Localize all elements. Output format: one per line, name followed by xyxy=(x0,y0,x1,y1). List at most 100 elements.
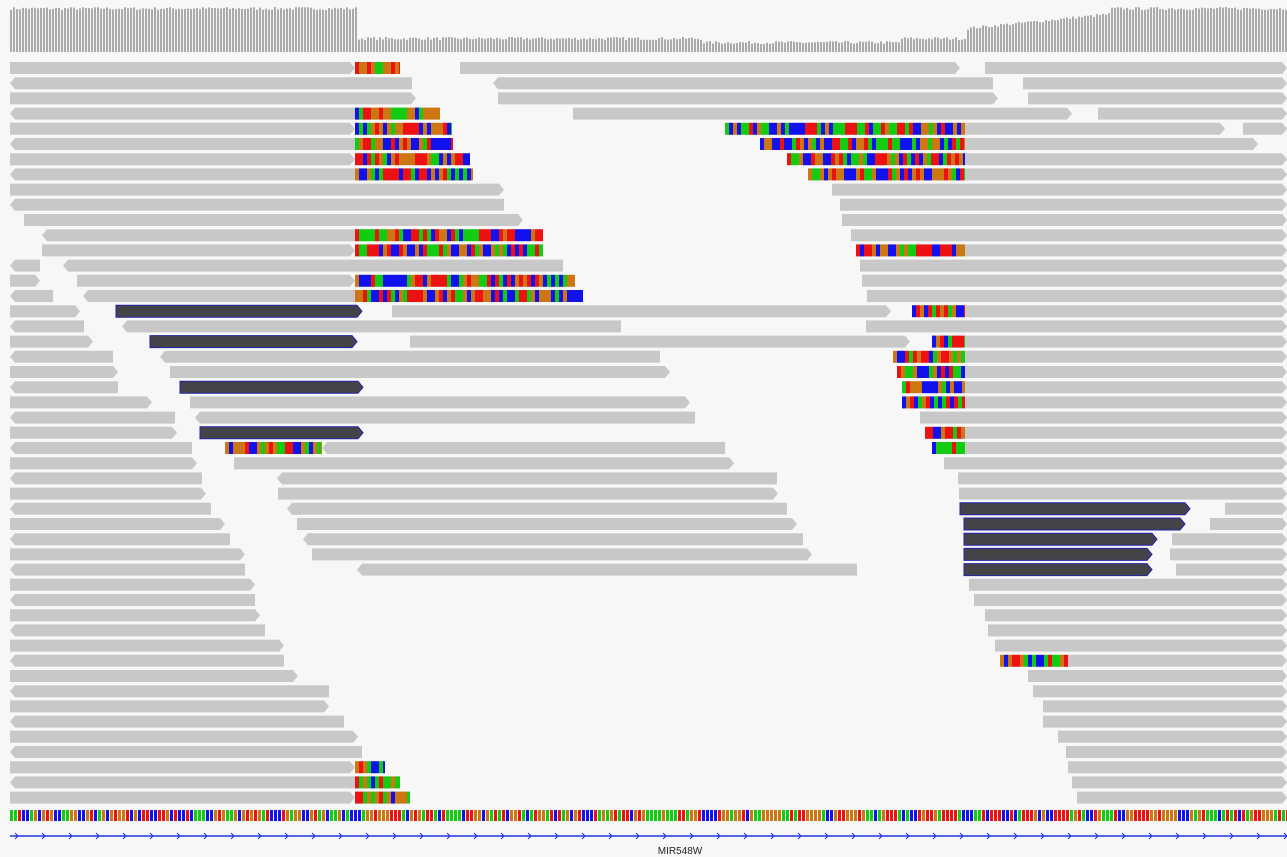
mismatch-base xyxy=(491,274,495,287)
coverage-bar xyxy=(454,37,456,52)
mismatch-base xyxy=(757,122,761,135)
reference-base xyxy=(146,810,149,821)
mismatch-base xyxy=(399,62,400,74)
mismatch-base xyxy=(953,122,957,135)
reference-base xyxy=(718,810,721,821)
mismatch-base xyxy=(945,350,949,363)
coverage-bar xyxy=(541,37,543,52)
coverage-bar xyxy=(931,39,933,52)
mismatch-base xyxy=(884,168,888,181)
mismatch-base xyxy=(431,229,435,242)
coverage-bar xyxy=(1264,9,1266,53)
read xyxy=(10,122,355,135)
coverage-bar xyxy=(535,38,537,52)
mismatch-base xyxy=(953,426,957,439)
mismatch-base xyxy=(877,122,881,135)
reference-base xyxy=(242,810,245,821)
coverage-bar xyxy=(1183,9,1185,53)
reference-base xyxy=(114,810,117,821)
mismatch-base xyxy=(929,426,933,439)
coverage-bar xyxy=(340,7,342,53)
reference-base xyxy=(542,810,545,821)
mismatch-base xyxy=(391,274,395,287)
reference-base xyxy=(1190,810,1193,821)
strand-arrow xyxy=(149,832,154,840)
mismatch-base xyxy=(359,244,363,257)
reference-base xyxy=(110,810,113,821)
mismatch-base xyxy=(964,335,965,348)
mismatch-base xyxy=(904,138,908,150)
read xyxy=(1043,715,1287,728)
mismatch-base xyxy=(375,761,379,774)
mismatch-base xyxy=(812,138,816,150)
mismatch-base xyxy=(789,122,793,135)
coverage-bar xyxy=(397,39,399,52)
mismatch-base xyxy=(960,168,964,181)
coverage-bar xyxy=(730,43,732,52)
mismatch-base xyxy=(949,122,953,135)
coverage-bar xyxy=(139,9,141,52)
reference-base xyxy=(438,810,441,821)
coverage-bar xyxy=(658,38,660,52)
coverage-bar xyxy=(199,9,201,52)
mismatch-base xyxy=(941,366,945,378)
coverage-bar xyxy=(1204,7,1206,53)
coverage-bar xyxy=(916,37,918,52)
mismatch-base xyxy=(932,168,936,181)
coverage-bar xyxy=(1225,7,1227,52)
coverage-bar xyxy=(853,43,855,52)
mismatch-base xyxy=(419,244,423,257)
mismatch-base xyxy=(884,138,888,150)
coverage-bar xyxy=(1123,9,1125,53)
mismatch-base xyxy=(805,122,809,135)
mismatch-base xyxy=(439,244,443,257)
mismatch-base xyxy=(507,244,511,257)
reference-base xyxy=(866,810,869,821)
mismatch-base xyxy=(929,350,933,363)
reference-base xyxy=(262,810,265,821)
mismatch-base xyxy=(459,229,463,242)
coverage-bar xyxy=(1255,8,1257,52)
read xyxy=(1176,563,1287,576)
reference-base xyxy=(506,810,509,821)
mismatch-base xyxy=(467,244,471,257)
mismatch-base xyxy=(917,122,921,135)
coverage-bar xyxy=(1093,16,1095,52)
reference-base xyxy=(766,810,769,821)
mismatch-base xyxy=(948,244,952,257)
mismatch-base xyxy=(776,138,780,150)
coverage-bar xyxy=(133,7,135,53)
coverage-bar xyxy=(289,8,291,52)
reference-base xyxy=(734,810,737,821)
mismatch-base xyxy=(931,153,935,166)
read xyxy=(10,502,211,515)
mismatch-base xyxy=(269,442,273,454)
mismatch-base xyxy=(857,122,861,135)
coverage-bar xyxy=(985,25,987,52)
read xyxy=(965,122,1225,135)
reference-base xyxy=(142,810,145,821)
mismatch-base xyxy=(852,138,856,150)
coverage-bar xyxy=(463,37,465,52)
reference-base xyxy=(626,810,629,821)
coverage-bar xyxy=(1096,14,1098,53)
coverage-bar xyxy=(418,38,420,52)
coverage-bar xyxy=(997,26,999,52)
mismatch-base xyxy=(415,229,419,242)
mismatch-base xyxy=(383,244,387,257)
mismatch-base xyxy=(399,122,403,135)
read xyxy=(303,533,803,546)
mismatch-base xyxy=(906,381,910,394)
reference-base xyxy=(634,810,637,821)
mismatch-base xyxy=(957,350,961,363)
coverage-bar xyxy=(874,43,876,52)
mismatch-base xyxy=(935,153,939,166)
mismatch-base xyxy=(807,153,811,166)
coverage-bar xyxy=(688,37,690,52)
mismatch-base xyxy=(893,350,897,363)
reference-base xyxy=(258,810,261,821)
coverage-bar xyxy=(859,41,861,52)
reference-base xyxy=(474,810,477,821)
coverage-bar xyxy=(595,39,597,52)
mismatch-base xyxy=(451,290,455,302)
